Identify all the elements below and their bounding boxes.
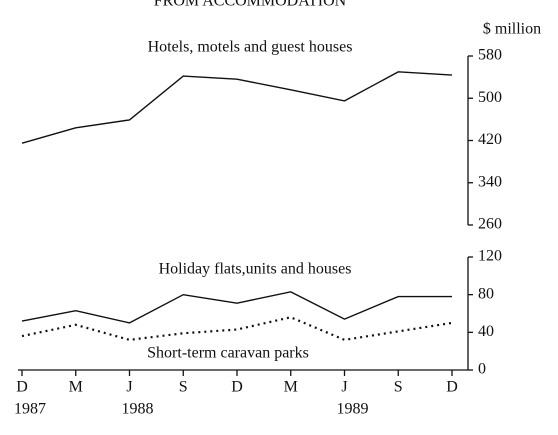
y-tick-label: 260: [478, 216, 502, 233]
y-tick-label: 120: [478, 248, 502, 265]
y-tick-label: 340: [478, 173, 502, 190]
x-year-label: 1988: [122, 401, 154, 418]
series-line: [21, 71, 453, 144]
x-year-label: 1989: [337, 401, 369, 418]
x-year-label: 1987: [14, 401, 46, 418]
x-tick-label: S: [179, 379, 188, 396]
x-tick-label: D: [16, 379, 28, 396]
x-tick-label: S: [394, 379, 403, 396]
series-label: Hotels, motels and guest houses: [148, 39, 353, 56]
x-tick-label: J: [126, 379, 132, 396]
series-label: Short-term caravan parks: [147, 345, 309, 362]
x-tick-label: J: [341, 379, 347, 396]
series-line: [21, 291, 452, 324]
y-tick-label: 0: [478, 361, 486, 378]
x-tick-label: M: [69, 379, 83, 396]
x-tick-label: D: [231, 379, 243, 396]
series-line: [21, 316, 453, 342]
y-tick-label: 420: [478, 131, 502, 148]
y-tick-label: 40: [478, 323, 494, 340]
y-tick-label: 580: [478, 47, 502, 64]
x-tick-label: M: [284, 379, 298, 396]
y-axis-label: $ million: [483, 21, 541, 38]
y-tick-label: 500: [478, 89, 502, 106]
y-tick-label: 80: [478, 285, 494, 302]
series-label: Holiday flats,units and houses: [159, 261, 352, 278]
x-tick-label: D: [446, 379, 458, 396]
chart-title: FROM ACCOMMODATION: [154, 0, 347, 10]
